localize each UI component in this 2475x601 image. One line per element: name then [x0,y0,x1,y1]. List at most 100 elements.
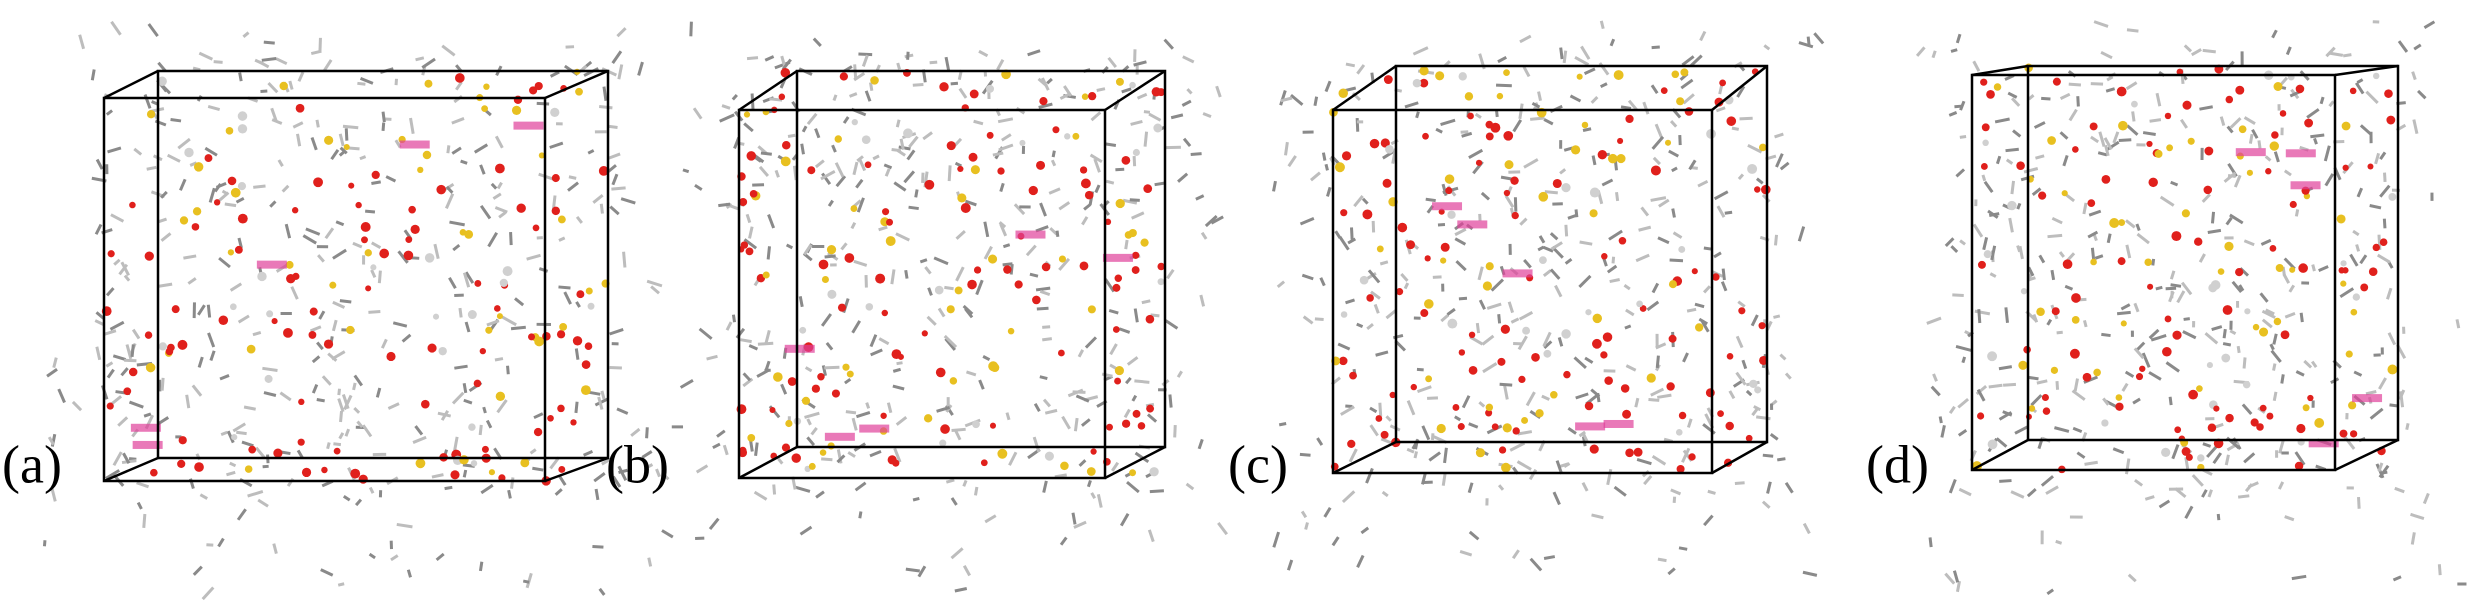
bond [1415,111,1420,119]
bond [1280,96,1293,103]
atom [227,249,235,256]
bond [848,92,858,98]
bond [78,34,86,50]
bond [270,107,278,122]
bond [311,355,321,364]
bond [238,72,243,82]
bond [1096,87,1106,92]
bond [861,54,869,67]
bond [136,501,143,510]
bond [2144,495,2155,501]
bond [999,182,1005,193]
atom [980,459,988,467]
atom [1625,448,1634,458]
bond [772,484,777,495]
atom [1576,73,1583,80]
bond [1324,163,1329,171]
bond [353,374,363,387]
bond [1121,87,1132,94]
atom [365,285,372,292]
bond [2033,121,2046,129]
bond [1428,451,1441,462]
atom [2386,115,2396,125]
bond [1806,36,1811,47]
bond [387,402,400,410]
atom [1397,222,1408,233]
bond [2243,452,2256,464]
bond [1055,230,1060,237]
bond [2056,330,2063,335]
bond [2046,588,2055,596]
bond [525,572,533,589]
atom [1129,469,1137,477]
bond [320,568,334,577]
bond [1032,436,1041,453]
bond [494,357,504,362]
bond [2169,270,2176,280]
atom [1604,376,1613,385]
bond [2291,574,2307,581]
box-front [102,96,547,483]
bond [538,267,549,273]
atom [424,253,435,263]
bond [719,113,735,123]
atom [2349,430,2358,438]
atom [1694,323,1704,332]
bond [933,256,949,266]
bond [1195,194,1205,201]
bond [1356,554,1365,568]
panel-label: (a) [2,434,62,494]
bond [342,124,359,130]
bond [1375,350,1389,357]
atom [2154,149,2163,158]
bond [698,327,713,340]
bond [522,579,530,584]
bond [478,424,483,436]
bond [1454,237,1467,246]
bond [1143,131,1149,147]
bond [492,192,502,200]
bond [263,40,275,45]
bond [52,357,58,368]
atom [1678,411,1687,420]
bond [2264,155,2272,162]
bond [661,529,674,539]
bond [1627,99,1639,112]
bond [356,420,364,429]
bond [1186,88,1193,95]
atom-label [1015,230,1046,239]
atom [851,119,858,126]
bond [1067,388,1084,398]
atom [1982,139,1989,147]
bond [1111,461,1120,472]
atom [2273,82,2283,91]
bond [1356,322,1364,329]
bond [1348,448,1358,463]
bond [2105,87,2116,93]
bond [1680,78,1694,90]
atom [178,436,187,445]
bond [261,56,277,62]
bond [832,94,838,102]
atom [2360,283,2369,292]
bond [637,61,644,76]
atom [973,266,982,274]
bond [2355,244,2361,252]
atom [739,446,747,455]
atom [1622,409,1632,419]
bond [800,143,805,155]
atom-label [1575,422,1606,431]
atom [283,327,293,338]
bond [598,587,606,596]
atom [969,89,979,99]
bond [1651,282,1660,294]
bond [90,69,96,81]
bond [2135,223,2141,231]
bond [865,402,871,409]
bond [2273,151,2280,163]
bond [185,394,191,409]
bond [290,286,299,300]
atom [2118,219,2126,226]
bond [1350,227,1354,240]
